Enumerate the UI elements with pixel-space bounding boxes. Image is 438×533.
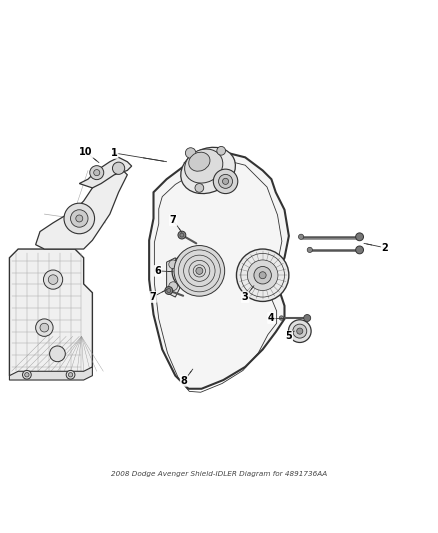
Ellipse shape — [184, 149, 223, 183]
Circle shape — [293, 324, 307, 338]
Text: 7: 7 — [170, 215, 177, 225]
Circle shape — [356, 246, 364, 254]
Polygon shape — [35, 166, 127, 249]
Circle shape — [178, 231, 186, 239]
Circle shape — [288, 320, 311, 343]
Circle shape — [356, 233, 364, 241]
Circle shape — [66, 370, 75, 379]
Circle shape — [297, 328, 303, 334]
Circle shape — [71, 210, 88, 227]
Circle shape — [195, 183, 204, 192]
Circle shape — [22, 370, 31, 379]
Circle shape — [25, 373, 29, 377]
Polygon shape — [10, 367, 92, 380]
Circle shape — [43, 270, 63, 289]
Circle shape — [90, 166, 104, 180]
Circle shape — [169, 282, 177, 290]
Ellipse shape — [189, 152, 210, 171]
Text: 8: 8 — [180, 376, 187, 386]
Circle shape — [298, 234, 304, 239]
Text: 10: 10 — [79, 147, 92, 157]
Circle shape — [174, 246, 225, 296]
Text: 4: 4 — [268, 313, 275, 323]
Text: 6: 6 — [155, 266, 161, 276]
Polygon shape — [79, 157, 132, 188]
Text: 2008 Dodge Avenger Shield-IDLER Diagram for 4891736AA: 2008 Dodge Avenger Shield-IDLER Diagram … — [111, 471, 327, 477]
Circle shape — [64, 203, 95, 234]
Circle shape — [213, 169, 238, 193]
Circle shape — [35, 319, 53, 336]
Circle shape — [223, 179, 229, 184]
Circle shape — [219, 174, 233, 188]
Circle shape — [169, 260, 177, 269]
Text: 5: 5 — [286, 332, 292, 341]
Circle shape — [48, 275, 58, 285]
Circle shape — [76, 215, 83, 222]
Circle shape — [217, 147, 226, 155]
Polygon shape — [166, 258, 180, 297]
Circle shape — [279, 316, 284, 320]
Circle shape — [165, 287, 173, 294]
Circle shape — [237, 249, 289, 302]
Circle shape — [307, 247, 312, 253]
Circle shape — [254, 266, 272, 284]
Ellipse shape — [172, 250, 218, 292]
Polygon shape — [10, 249, 92, 376]
Polygon shape — [149, 153, 289, 389]
Circle shape — [113, 162, 125, 174]
Circle shape — [196, 268, 203, 274]
Circle shape — [68, 373, 73, 377]
Circle shape — [94, 169, 100, 176]
Text: 3: 3 — [242, 292, 249, 302]
Text: 1: 1 — [111, 148, 117, 158]
Circle shape — [304, 314, 311, 321]
Circle shape — [247, 260, 278, 290]
Circle shape — [185, 148, 196, 158]
Text: 7: 7 — [149, 292, 156, 302]
Circle shape — [49, 346, 65, 362]
Circle shape — [40, 323, 49, 332]
Text: 2: 2 — [381, 243, 389, 253]
Circle shape — [259, 272, 266, 279]
Ellipse shape — [181, 147, 235, 193]
